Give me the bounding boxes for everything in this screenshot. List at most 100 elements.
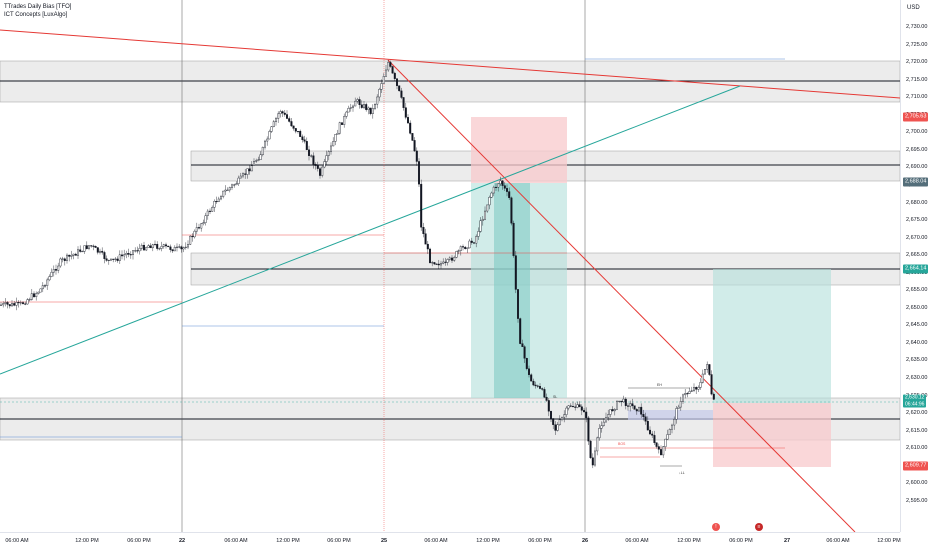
long-position-target[interactable] bbox=[713, 269, 831, 403]
candle-body bbox=[418, 161, 421, 185]
candle-body bbox=[149, 245, 152, 249]
candle-body bbox=[506, 188, 509, 192]
candle-body bbox=[682, 394, 685, 402]
candle-body bbox=[118, 254, 121, 261]
candle-body bbox=[433, 262, 436, 265]
candle-body bbox=[440, 263, 443, 266]
candle-body bbox=[30, 293, 33, 300]
flag-icon[interactable]: ≡ bbox=[755, 523, 763, 531]
event-marker-icon[interactable]: ! bbox=[712, 523, 720, 531]
candle-body bbox=[554, 424, 557, 431]
candle-body bbox=[259, 154, 262, 160]
candle-body bbox=[695, 387, 698, 390]
price-tick-label: 2,675.00 bbox=[906, 217, 928, 224]
candle-body bbox=[688, 391, 691, 394]
currency-label[interactable]: USD bbox=[907, 5, 920, 11]
candle-body bbox=[354, 100, 357, 107]
candle-body bbox=[400, 90, 403, 98]
candle-body bbox=[686, 393, 689, 395]
candle-body bbox=[268, 131, 271, 140]
candle-body bbox=[706, 364, 709, 370]
candle-body bbox=[508, 191, 511, 199]
candle-body bbox=[52, 269, 55, 273]
candle-body bbox=[662, 446, 665, 456]
candle-body bbox=[252, 161, 255, 166]
candle-body bbox=[611, 409, 614, 412]
red-trendline-steep[interactable] bbox=[387, 59, 856, 532]
candle-body bbox=[646, 420, 649, 431]
candle-body bbox=[437, 263, 440, 266]
teal-trendline[interactable] bbox=[0, 85, 741, 375]
candle-body bbox=[319, 168, 322, 176]
candle-body bbox=[660, 449, 663, 456]
candle-body bbox=[668, 429, 671, 435]
candle-body bbox=[616, 400, 619, 410]
price-badge-red-top: 2,705.63 bbox=[903, 112, 929, 122]
candle-body bbox=[635, 409, 638, 412]
legend-item-daily-bias[interactable]: TTrades Daily Bias [TFO] bbox=[4, 4, 72, 10]
candle-body bbox=[376, 96, 379, 105]
candle-body bbox=[321, 166, 324, 176]
candle-body bbox=[61, 258, 64, 260]
price-tick-label: 2,635.00 bbox=[906, 357, 928, 364]
indicator-legend[interactable]: TTrades Daily Bias [TFO] ICT Concepts [L… bbox=[4, 3, 71, 19]
candle-body bbox=[79, 249, 82, 252]
price-tick-label: 2,700.00 bbox=[906, 129, 928, 136]
candle-body bbox=[292, 125, 295, 129]
candle-body bbox=[92, 245, 95, 247]
candle-body bbox=[171, 249, 174, 252]
candle-body bbox=[492, 186, 495, 194]
candle-body bbox=[457, 250, 460, 252]
candle-body bbox=[627, 405, 630, 407]
price-tick-label: 2,695.00 bbox=[906, 146, 928, 153]
time-tick-label: 06:00 PM bbox=[127, 538, 151, 544]
candle-body bbox=[85, 245, 88, 249]
candle-body bbox=[657, 446, 660, 450]
candle-body bbox=[633, 405, 636, 410]
candle-body bbox=[477, 231, 480, 237]
price-badge-green: 2,664.14 bbox=[903, 264, 929, 274]
short-position-stop[interactable] bbox=[471, 117, 567, 183]
time-tick-label: 25 bbox=[380, 538, 388, 544]
candle-body bbox=[426, 243, 429, 250]
candle-body bbox=[490, 192, 493, 198]
candle-body bbox=[369, 107, 372, 114]
candle-body bbox=[142, 244, 145, 251]
candle-body bbox=[444, 261, 447, 263]
candle-body bbox=[618, 400, 621, 402]
candle-body bbox=[591, 457, 594, 466]
candle-body bbox=[389, 62, 392, 67]
candle-body bbox=[55, 269, 58, 271]
chart-pane[interactable]: EH ↓LL BOS SL TTrades Daily Bias [TFO] I… bbox=[0, 0, 900, 532]
candle-body bbox=[129, 254, 132, 256]
candle-body bbox=[70, 255, 73, 257]
candle-body bbox=[44, 285, 47, 287]
candle-body bbox=[521, 343, 524, 347]
candle-body bbox=[345, 111, 348, 117]
candle-body bbox=[422, 227, 425, 234]
candle-body bbox=[178, 246, 181, 248]
candle-body bbox=[473, 242, 476, 244]
candle-body bbox=[112, 258, 115, 260]
candle-body bbox=[697, 387, 700, 390]
candle-body bbox=[349, 107, 352, 109]
candle-body bbox=[503, 185, 506, 189]
candle-body bbox=[138, 248, 141, 252]
candle-body bbox=[631, 403, 634, 406]
red-trendline-top[interactable] bbox=[0, 29, 900, 99]
long-position-stop[interactable] bbox=[713, 403, 831, 467]
candle-body bbox=[314, 164, 317, 166]
candle-body bbox=[114, 258, 117, 260]
candle-body bbox=[308, 149, 311, 156]
candle-body bbox=[651, 433, 654, 436]
time-scale[interactable] bbox=[0, 532, 900, 550]
price-tick-label: 2,595.00 bbox=[906, 497, 928, 504]
legend-item-ict-concepts[interactable]: ICT Concepts [LuxAlgo] bbox=[4, 12, 68, 18]
candle-body bbox=[173, 247, 176, 252]
candle-body bbox=[673, 419, 676, 426]
candle-body bbox=[297, 131, 300, 133]
candle-body bbox=[237, 177, 240, 184]
chart-canvas[interactable]: EH ↓LL BOS SL bbox=[0, 0, 900, 532]
candle-body bbox=[451, 257, 454, 261]
